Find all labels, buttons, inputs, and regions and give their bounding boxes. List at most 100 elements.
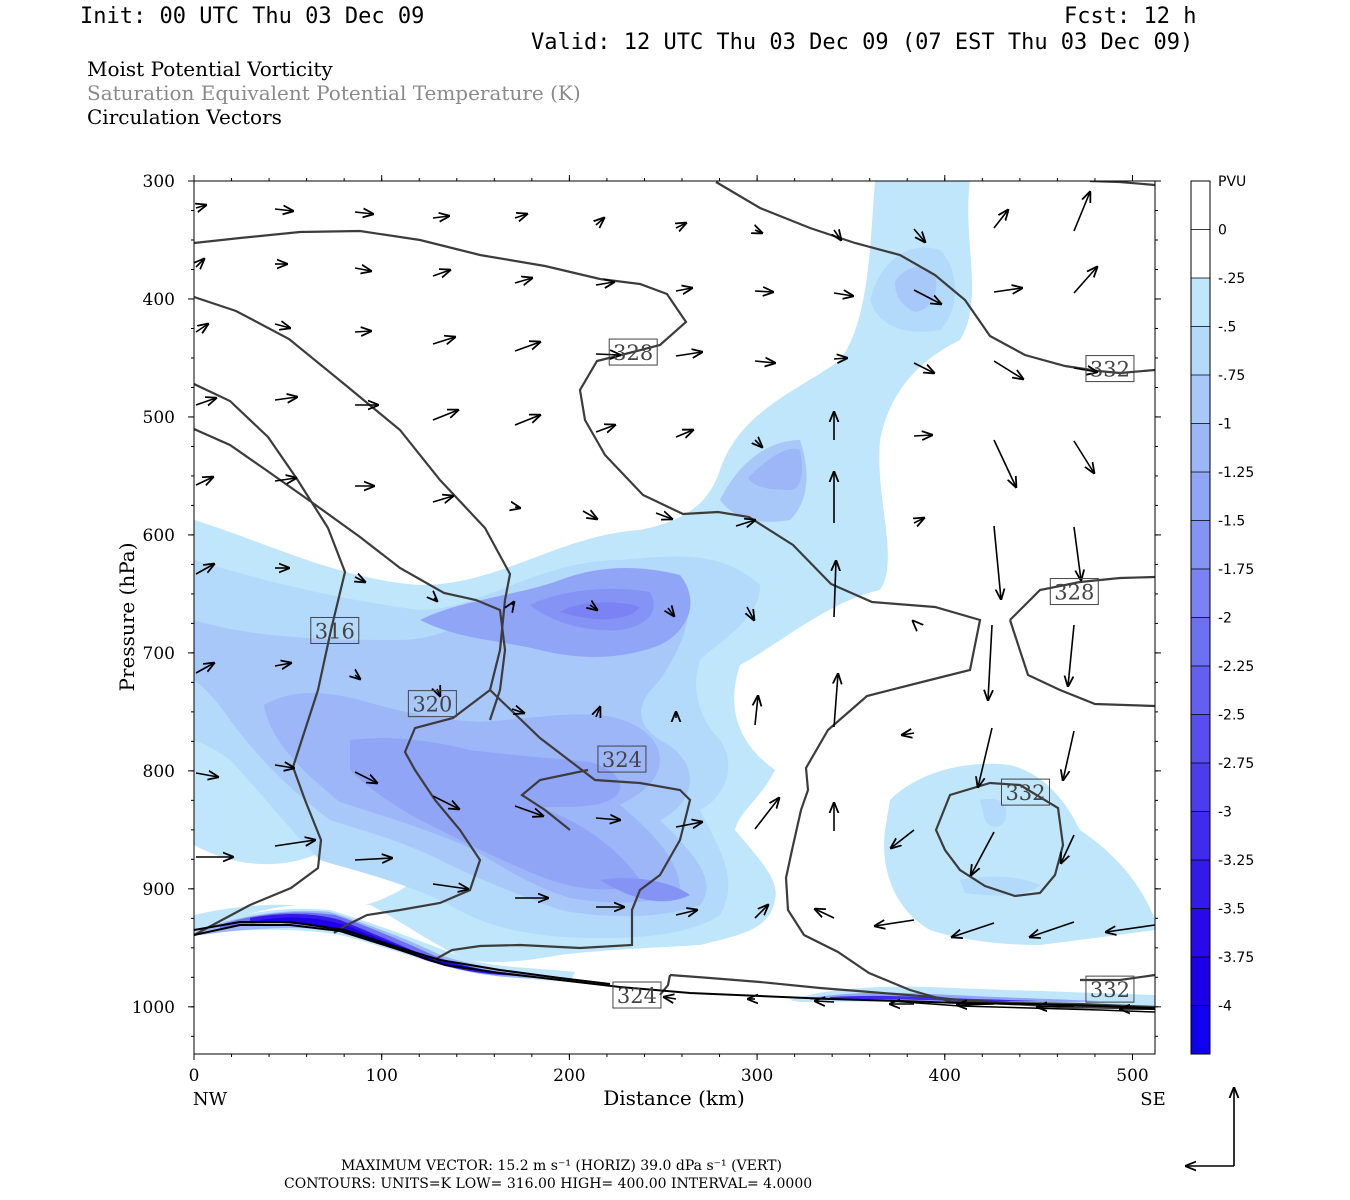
vector-57 <box>914 518 924 523</box>
vector-58 <box>993 525 1001 599</box>
x-right-label: SE <box>1140 1089 1165 1110</box>
vector-89 <box>595 818 620 820</box>
pvu-colorbar: 0 -.25 -.5 -.75 -1 -1.25 -1.5 -1.75 -2 -2.25 -2.5 -… <box>1190 180 1254 1055</box>
vector-9 <box>913 228 925 242</box>
colorbar-label-2: -.5 <box>1218 320 1236 336</box>
vector-17 <box>595 282 614 285</box>
y-axis: 300 400 500 600 700 800 900 1000 <box>132 172 1161 1037</box>
vector-27 <box>432 337 455 344</box>
colorbar-label-6: -1.5 <box>1218 514 1245 530</box>
contour-label-1: 320 <box>412 693 452 717</box>
vector-2 <box>354 212 373 214</box>
vector-104 <box>815 909 835 919</box>
vector-85 <box>274 765 294 768</box>
contour-label-0: 316 <box>315 619 355 643</box>
colorbar-swatch-12 <box>1191 763 1210 812</box>
vector-59 <box>1073 526 1081 580</box>
colorbar-swatch-16 <box>1191 957 1210 1006</box>
vector-97 <box>274 840 315 847</box>
vector-98 <box>354 858 392 860</box>
vector-7 <box>755 230 762 233</box>
colorbar-swatch-17 <box>1191 1005 1210 1055</box>
vector-42 <box>675 430 693 437</box>
y-tick-label-0: 300 <box>143 172 175 192</box>
contour-label-8: 332 <box>1090 978 1130 1002</box>
vector-106 <box>952 922 995 937</box>
vector-40 <box>514 415 540 426</box>
contour-label-box-7 <box>612 981 662 1009</box>
vector-6 <box>676 223 686 228</box>
vector-8 <box>834 230 841 240</box>
vector-25 <box>274 324 290 328</box>
vector-22 <box>993 288 1022 292</box>
contour-label-box-2 <box>597 745 647 773</box>
colorbar-swatch-2 <box>1191 278 1210 327</box>
vector-68 <box>834 561 836 618</box>
vector-103 <box>754 905 768 919</box>
colorbar-label-12: -3 <box>1218 805 1232 821</box>
vector-88 <box>514 805 543 816</box>
colorbar-swatch-7 <box>1191 520 1210 570</box>
contour-label-4: 332 <box>1090 358 1130 382</box>
vector-105 <box>875 919 915 926</box>
vector-20 <box>833 293 853 296</box>
colorbar-swatch-6 <box>1191 472 1210 521</box>
vector-39 <box>432 410 458 421</box>
vector-1 <box>274 209 293 211</box>
vector-72 <box>195 663 214 674</box>
x-tick-label-0: 0 <box>189 1066 200 1086</box>
contour-info: CONTOURS: UNITS=K LOW= 316.00 HIGH= 400.… <box>284 1176 813 1192</box>
field-label-thetaes: Saturation Equivalent Potential Temperat… <box>87 81 581 105</box>
vector-80 <box>834 674 838 728</box>
circulation-vectors <box>196 192 1155 1009</box>
colorbar-label-15: -3.75 <box>1218 950 1254 966</box>
reference-vector <box>1186 1088 1234 1166</box>
colorbar-swatch-3 <box>1191 326 1210 376</box>
colorbar-swatch-15 <box>1191 908 1210 958</box>
colorbar-swatch-11 <box>1191 714 1210 764</box>
colorbar-label-13: -3.25 <box>1218 853 1254 869</box>
vector-28 <box>514 342 540 352</box>
contour-label-box-0 <box>310 616 360 644</box>
colorbar-label-0: 0 <box>1218 223 1227 239</box>
colorbar-label-5: -1.25 <box>1218 465 1254 481</box>
vector-30 <box>675 352 702 356</box>
vector-12 <box>196 259 204 267</box>
x-tick-label-1: 100 <box>365 1066 397 1086</box>
vector-60 <box>195 564 214 575</box>
vector-90 <box>675 822 702 827</box>
vector-15 <box>432 270 450 276</box>
vector-65 <box>590 605 597 610</box>
contour-label-box-5 <box>1049 578 1099 606</box>
vector-77 <box>596 707 600 717</box>
vector-67 <box>747 606 754 620</box>
vector-79 <box>755 696 758 726</box>
vector-33 <box>913 362 934 373</box>
init-time: Init: 00 UTC Thu 03 Dec 09 <box>80 4 425 29</box>
forecast-hour: Fcst: 12 h <box>1064 4 1197 29</box>
plot-frame <box>193 180 1156 1055</box>
vector-47 <box>1073 440 1094 473</box>
vector-55 <box>735 520 755 526</box>
x-tick-label-4: 400 <box>929 1066 961 1086</box>
colorbar-swatch-8 <box>1191 569 1210 618</box>
colorbar-unit: PVU <box>1218 174 1246 190</box>
vector-107 <box>1030 921 1075 937</box>
field-label-mpv: Moist Potential Vorticity <box>87 57 333 81</box>
contour-label-2: 324 <box>602 748 642 772</box>
vector-31 <box>754 361 775 363</box>
vector-11 <box>1073 192 1090 232</box>
vector-87 <box>432 795 459 809</box>
vector-37 <box>274 397 297 400</box>
vector-21 <box>913 289 941 304</box>
vector-73 <box>274 663 291 666</box>
colorbar-label-11: -2.75 <box>1218 756 1254 772</box>
mpv-shading <box>194 181 1155 1010</box>
vector-53 <box>582 511 597 519</box>
vector-83 <box>1063 730 1075 780</box>
contour-label-box-8 <box>1085 975 1135 1003</box>
vector-66 <box>668 608 674 616</box>
y-tick-label-5: 800 <box>143 762 175 782</box>
colorbar-label-9: -2.25 <box>1218 659 1254 675</box>
y-tick-label-3: 600 <box>143 526 175 546</box>
